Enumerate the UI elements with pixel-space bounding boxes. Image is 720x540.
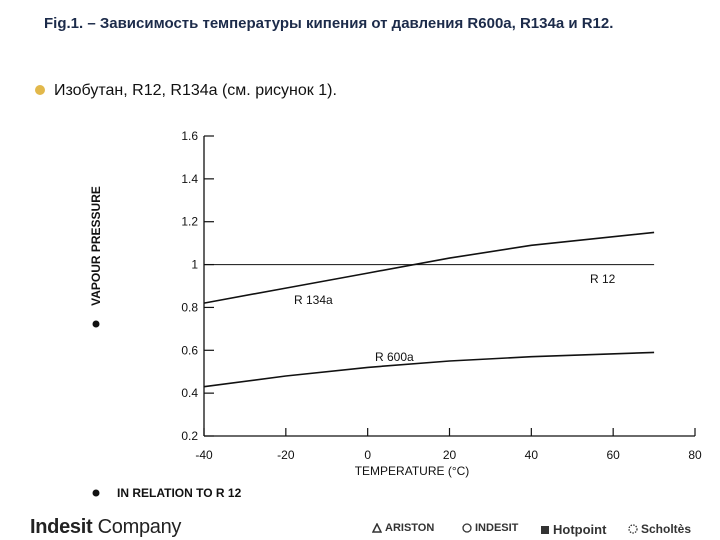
y-tick-label: 1 — [191, 258, 198, 272]
y-tick-label: 1.2 — [181, 215, 198, 229]
series-label: R 600a — [375, 350, 414, 364]
chart-axes — [203, 135, 696, 437]
note-bullet-icon — [92, 489, 100, 497]
x-tick-label: -40 — [195, 448, 213, 462]
bullet-dot-icon — [35, 85, 45, 95]
chart-series — [203, 231, 655, 388]
bullet-text: Изобутан, R12, R134a (см. рисунок 1). — [54, 82, 337, 99]
y-tick-label: 0.4 — [181, 386, 198, 400]
x-tick-label: 0 — [364, 448, 371, 462]
y-tick-label: 1.6 — [181, 129, 198, 143]
brand-scholtes: Scholtès — [628, 522, 691, 536]
scholtes-logo-icon — [628, 524, 638, 534]
x-tick-label: 40 — [525, 448, 539, 462]
brand-indesit: INDESIT — [462, 522, 518, 534]
x-axis-title: TEMPERATURE (°C) — [355, 464, 470, 478]
brand-hotpoint: Hotpoint — [540, 522, 606, 537]
brand-ariston: ARISTON — [372, 522, 434, 534]
chart-labels: 0.2 0.4 0.6 0.8 1 1.2 1.4 1.6 -40 -20 0 20 40 60 80 R 1… — [89, 129, 702, 500]
x-tick-label: -20 — [277, 448, 295, 462]
series-line-r-600a — [203, 351, 655, 388]
hotpoint-logo-icon — [541, 525, 549, 534]
slide-title: Fig.1. – Зависимость температуры кипения… — [44, 15, 614, 32]
vapour-pressure-chart: 0.2 0.4 0.6 0.8 1 1.2 1.4 1.6 -40 -20 0 20 40 60 80 R 1… — [89, 129, 702, 500]
series-label: R 134a — [294, 293, 333, 307]
series-line-r-134a — [203, 231, 655, 304]
y-tick-label: 0.2 — [181, 429, 198, 443]
y-tick-label: 0.6 — [181, 343, 198, 357]
indesit-logo-icon — [462, 523, 472, 533]
y-axis-title-bullet-icon — [92, 320, 100, 328]
chart-note: IN RELATION TO R 12 — [117, 486, 242, 500]
ariston-logo-icon — [372, 523, 382, 533]
y-axis-title: VAPOUR PRESSURE — [89, 186, 103, 306]
bullet-item: Изобутан, R12, R134a (см. рисунок 1). — [35, 82, 337, 100]
footer-bar: Indesit Company ARISTON INDESIT Hotpoint… — [0, 512, 720, 540]
x-tick-label: 20 — [443, 448, 457, 462]
series-label: R 12 — [590, 272, 616, 286]
company-logo: Indesit Company — [30, 516, 182, 538]
x-tick-label: 60 — [606, 448, 620, 462]
y-tick-label: 1.4 — [181, 172, 198, 186]
y-tick-label: 0.8 — [181, 300, 198, 314]
x-tick-label: 80 — [688, 448, 702, 462]
